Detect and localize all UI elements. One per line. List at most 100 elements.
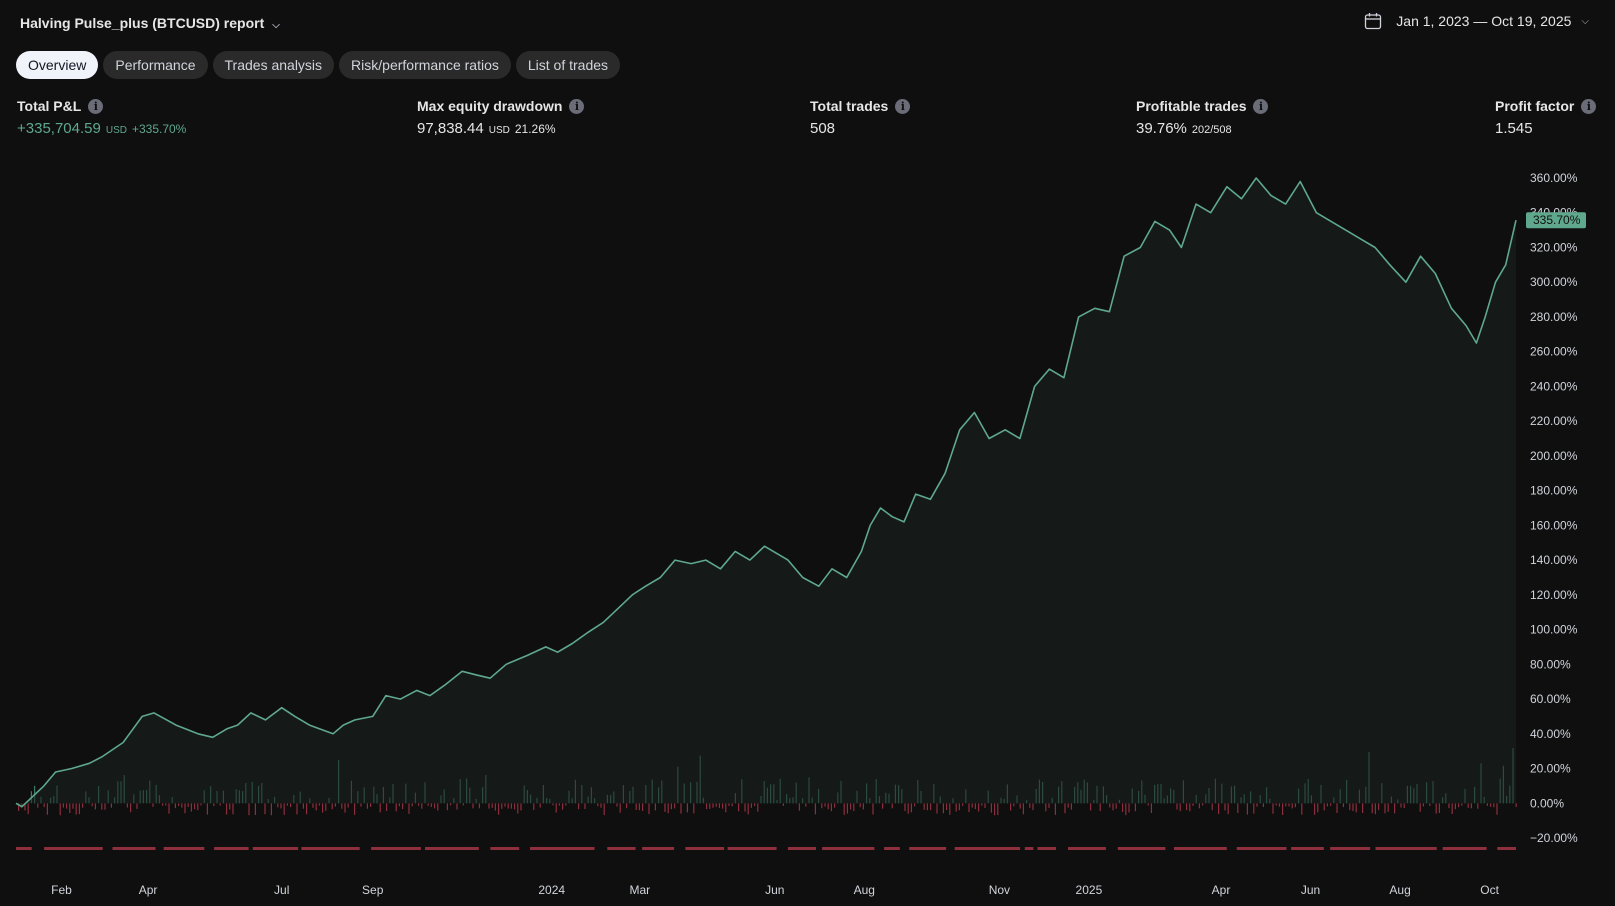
trade-bar bbox=[843, 803, 845, 815]
trade-bar bbox=[1112, 803, 1114, 811]
trade-bar bbox=[1282, 803, 1284, 815]
drawdown-segment bbox=[1037, 847, 1056, 850]
drawdown-segment bbox=[1497, 847, 1516, 850]
trade-bar bbox=[664, 803, 666, 812]
trade-bar bbox=[904, 803, 906, 811]
trade-bar bbox=[498, 803, 500, 815]
drawdown-segment bbox=[607, 847, 636, 850]
trade-bar bbox=[398, 803, 400, 807]
date-range-picker[interactable]: Jan 1, 2023 — Oct 19, 2025 ⌵ bbox=[1364, 12, 1589, 30]
x-axis-label: Mar bbox=[629, 883, 650, 897]
trade-bar bbox=[558, 803, 560, 806]
trade-bar bbox=[386, 803, 388, 811]
trade-bar bbox=[462, 803, 464, 806]
trade-bar bbox=[472, 803, 474, 809]
trade-bar bbox=[1134, 803, 1136, 812]
drawdown-segment bbox=[425, 847, 479, 850]
trade-bar bbox=[597, 803, 599, 807]
trade-bar bbox=[584, 803, 586, 810]
trade-bar bbox=[306, 803, 308, 815]
trade-bar bbox=[302, 803, 304, 809]
trade-bar bbox=[1467, 803, 1469, 808]
date-range-text: Jan 1, 2023 — Oct 19, 2025 bbox=[1396, 13, 1572, 29]
trade-bar bbox=[715, 803, 717, 807]
trade-bar bbox=[72, 803, 74, 809]
trade-bar bbox=[501, 803, 503, 809]
y-axis-label: 60.00% bbox=[1530, 692, 1571, 706]
trade-bar bbox=[1490, 803, 1492, 807]
trade-bar bbox=[347, 803, 349, 808]
trade-bar bbox=[1147, 803, 1149, 806]
drawdown-segment bbox=[1174, 847, 1227, 850]
trade-bar bbox=[1429, 803, 1431, 806]
trade-bar bbox=[1090, 803, 1092, 811]
trade-bar bbox=[290, 803, 292, 808]
trade-bar bbox=[27, 803, 29, 815]
x-axis-label: Feb bbox=[51, 883, 72, 897]
trade-bar bbox=[494, 803, 496, 811]
equity-line bbox=[15, 177, 1517, 808]
trade-bar bbox=[958, 803, 960, 811]
stat-label: Total trades bbox=[810, 98, 889, 114]
trade-bar bbox=[1122, 803, 1124, 812]
trade-bar bbox=[853, 803, 855, 812]
trade-bar bbox=[1198, 803, 1200, 809]
tab-overview[interactable]: Overview bbox=[16, 51, 99, 79]
trade-bar bbox=[421, 803, 423, 809]
stat-label: Profit factor bbox=[1495, 98, 1575, 114]
trade-bar bbox=[187, 803, 189, 807]
tab-trades-analysis[interactable]: Trades analysis bbox=[212, 51, 335, 79]
trade-bar bbox=[1218, 803, 1220, 814]
trade-bar bbox=[1461, 803, 1463, 806]
info-icon[interactable]: i bbox=[895, 98, 911, 114]
info-icon[interactable]: i bbox=[1253, 98, 1269, 114]
stat-sub: 202/508 bbox=[1191, 124, 1232, 136]
trade-bar bbox=[37, 803, 39, 808]
trade-bar bbox=[670, 803, 672, 810]
info-icon[interactable]: i bbox=[88, 98, 104, 114]
stat-label: Total P&L bbox=[17, 98, 82, 114]
trade-bar bbox=[805, 803, 807, 807]
drawdown-segment bbox=[1117, 847, 1166, 850]
report-title-dropdown[interactable]: Halving Pulse_plus (BTCUSD) report ⌵ bbox=[20, 15, 280, 31]
trade-bar bbox=[1150, 803, 1152, 813]
trade-bar bbox=[642, 803, 644, 811]
trade-bar bbox=[213, 803, 215, 807]
info-icon[interactable]: i bbox=[1581, 98, 1597, 114]
trade-bar bbox=[712, 803, 714, 808]
trade-bar bbox=[168, 803, 170, 814]
stat-unit: USD bbox=[105, 125, 127, 136]
trade-bar bbox=[1435, 803, 1437, 814]
tab-list-of-trades[interactable]: List of trades bbox=[515, 51, 621, 79]
trade-bar bbox=[936, 803, 938, 814]
trade-bar bbox=[626, 803, 628, 809]
y-axis-label: 200.00% bbox=[1530, 449, 1578, 463]
trade-bar bbox=[1486, 803, 1488, 806]
equity-chart[interactable]: 360.00%340.00%320.00%300.00%280.00%260.0… bbox=[0, 160, 1615, 906]
trade-bar bbox=[533, 803, 535, 810]
trade-bar bbox=[286, 803, 288, 806]
trade-bar bbox=[1330, 803, 1332, 806]
trade-bar bbox=[517, 803, 519, 814]
trade-bar bbox=[152, 803, 154, 807]
x-axis-label: Jun bbox=[1301, 883, 1320, 897]
trade-bar bbox=[1109, 803, 1111, 808]
trade-bar bbox=[1451, 803, 1453, 814]
trade-bar bbox=[1387, 803, 1389, 812]
trade-bar bbox=[283, 803, 285, 815]
trade-bar bbox=[219, 803, 221, 806]
trade-bar bbox=[686, 803, 688, 813]
info-icon[interactable]: i bbox=[569, 98, 585, 114]
trade-bar bbox=[366, 803, 368, 809]
tab-performance[interactable]: Performance bbox=[103, 51, 208, 79]
y-axis-label: 0.00% bbox=[1530, 796, 1564, 810]
trade-bar bbox=[565, 803, 567, 806]
trade-bar bbox=[248, 803, 250, 816]
drawdown-segment bbox=[727, 847, 777, 850]
trade-bar bbox=[78, 803, 80, 815]
x-axis-label: Sep bbox=[362, 883, 384, 897]
y-axis-label: 120.00% bbox=[1530, 588, 1578, 602]
trade-bar bbox=[827, 803, 829, 810]
drawdown-segment bbox=[371, 847, 421, 850]
tab-risk-performance-ratios[interactable]: Risk/performance ratios bbox=[339, 51, 511, 79]
